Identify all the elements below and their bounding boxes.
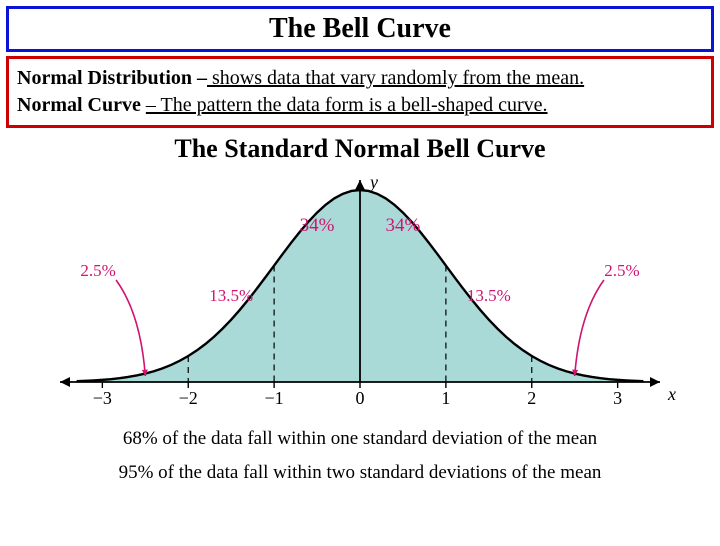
definition-line-1: Normal Distribution – shows data that va… [17, 65, 703, 92]
x-tick-label: −2 [179, 388, 198, 408]
region-label: 34% [300, 215, 335, 236]
def-normal-curve: – The pattern the data form is a bell-sh… [146, 94, 548, 116]
bell-curve-chart-wrap: −3 −2 −1 0 1 2 3 x y 2.5% 13.5% 34% 34% 13.5% 2.5% [0, 166, 720, 416]
fact-68: 68% of the data fall within one standard… [0, 422, 720, 456]
y-axis-arrow [355, 180, 365, 190]
chart-subtitle: The Standard Normal Bell Curve [0, 134, 720, 164]
term-normal-distribution: Normal Distribution – [17, 67, 207, 89]
definitions-box: Normal Distribution – shows data that va… [6, 56, 714, 128]
region-arrow [575, 280, 604, 376]
x-tick-label: −3 [93, 388, 112, 408]
fact-95: 95% of the data fall within two standard… [0, 456, 720, 490]
x-tick-label: 2 [527, 388, 536, 408]
facts-block: 68% of the data fall within one standard… [0, 422, 720, 490]
region-arrow [116, 280, 145, 376]
x-tick-label: 0 [356, 388, 365, 408]
region-label: 2.5% [604, 261, 639, 280]
term-normal-curve: Normal Curve [17, 94, 146, 116]
region-label: 34% [386, 215, 421, 236]
region-label: 2.5% [80, 261, 115, 280]
x-axis-label: x [667, 384, 676, 404]
x-tick-label: −1 [265, 388, 284, 408]
region-label: 13.5% [209, 286, 253, 305]
page-title: The Bell Curve [269, 13, 451, 44]
bell-curve-chart: −3 −2 −1 0 1 2 3 x y 2.5% 13.5% 34% 34% 13.5% 2.5% [40, 166, 680, 416]
def-normal-distribution: shows data that vary randomly from the m… [207, 67, 584, 89]
x-tick-label: 3 [613, 388, 622, 408]
y-axis-label: y [368, 172, 378, 192]
x-tick-label: 1 [441, 388, 450, 408]
x-axis-arrow-left [60, 377, 70, 387]
definition-line-2: Normal Curve – The pattern the data form… [17, 92, 703, 119]
x-axis-arrow-right [650, 377, 660, 387]
region-label: 13.5% [467, 286, 511, 305]
title-box: The Bell Curve [6, 6, 714, 52]
